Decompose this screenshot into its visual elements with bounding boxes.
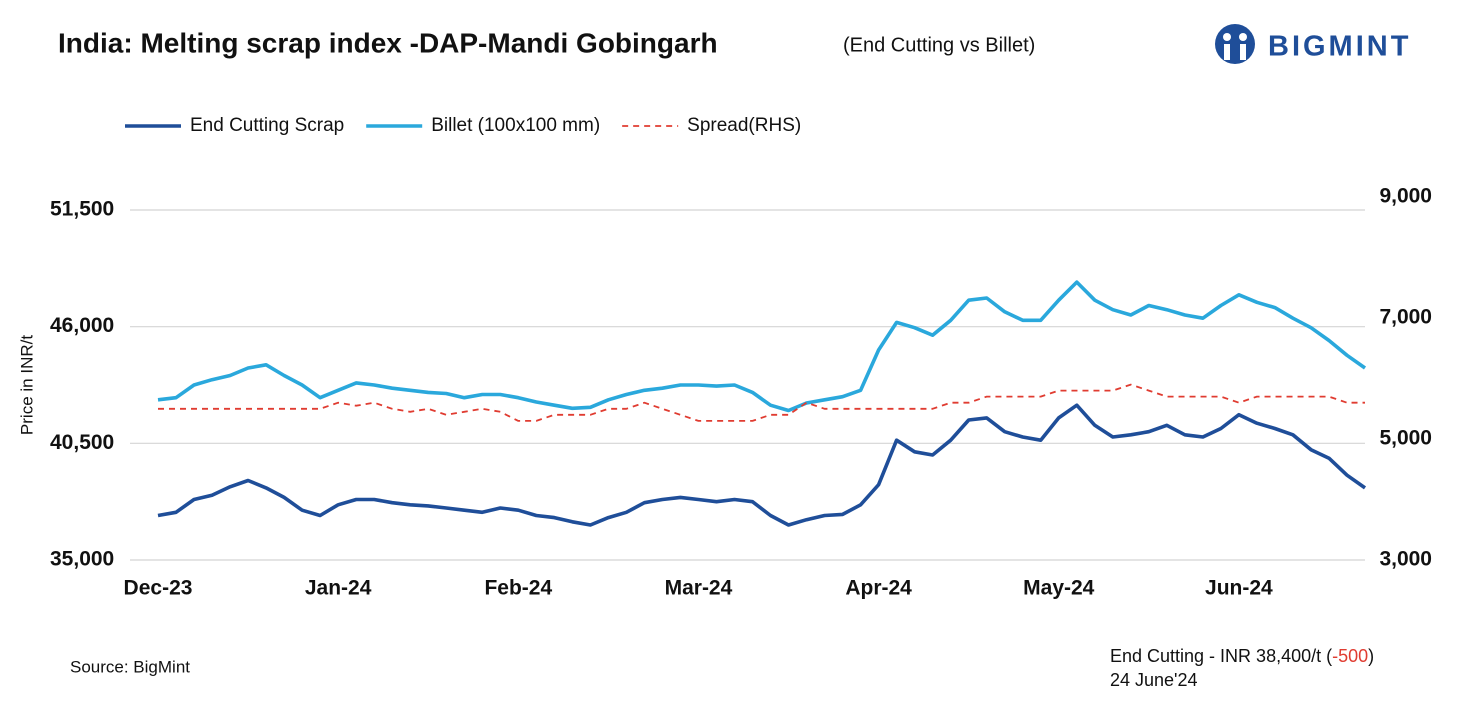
legend-label: Spread(RHS): [687, 115, 801, 136]
y-tick-label: 35,000: [50, 548, 114, 571]
legend-item: End Cutting Scrap: [125, 115, 344, 136]
annotation-close: ): [1368, 646, 1374, 666]
series-line: [157, 403, 1367, 527]
y-tick-label: 51,500: [50, 198, 114, 221]
y-axis-label: Price in INR/t: [17, 335, 36, 435]
source: Source: BigMint: [70, 657, 190, 676]
x-tick-label: Jan-24: [305, 577, 372, 600]
brand-name: BIGMINT: [1268, 31, 1411, 63]
logo-icon: [1240, 44, 1246, 60]
series-line: [158, 383, 1365, 422]
logo-icon: [1239, 33, 1247, 41]
logo-icon: [1215, 24, 1255, 64]
logo: BIGMINT: [1215, 24, 1411, 64]
y2-tick-label: 5,000: [1379, 427, 1432, 450]
x-tick-label: May-24: [1023, 577, 1095, 600]
series-line: [157, 280, 1367, 413]
legend-item: Billet (100x100 mm): [366, 115, 600, 136]
x-tick-label: Jun-24: [1205, 577, 1273, 600]
x-tick-label: Mar-24: [665, 577, 733, 600]
legend-label: Billet (100x100 mm): [431, 115, 600, 136]
y-tick-label: 40,500: [50, 431, 114, 454]
y2-tick-label: 7,000: [1379, 306, 1432, 329]
x-tick-label: Feb-24: [484, 577, 552, 600]
chart-subtitle: (End Cutting vs Billet): [843, 34, 1035, 56]
y-tick-label: 46,000: [50, 314, 114, 337]
y2-tick-label: 9,000: [1379, 185, 1432, 208]
x-tick-label: Dec-23: [124, 577, 193, 600]
y2-tick-label: 3,000: [1379, 548, 1432, 571]
annotation-text: End Cutting - INR 38,400/t (: [1110, 646, 1332, 666]
logo-icon: [1223, 33, 1231, 41]
legend-label: End Cutting Scrap: [190, 115, 344, 136]
chart-title: India: Melting scrap index -DAP-Mandi Go…: [58, 27, 718, 58]
x-tick-label: Apr-24: [845, 577, 912, 600]
annotation-date: 24 June'24: [1110, 670, 1198, 690]
annotation: End Cutting - INR 38,400/t (-500): [1110, 646, 1374, 666]
logo-icon: [1224, 44, 1230, 60]
legend-item: Spread(RHS): [622, 115, 801, 136]
annotation-change: -500: [1332, 646, 1368, 666]
